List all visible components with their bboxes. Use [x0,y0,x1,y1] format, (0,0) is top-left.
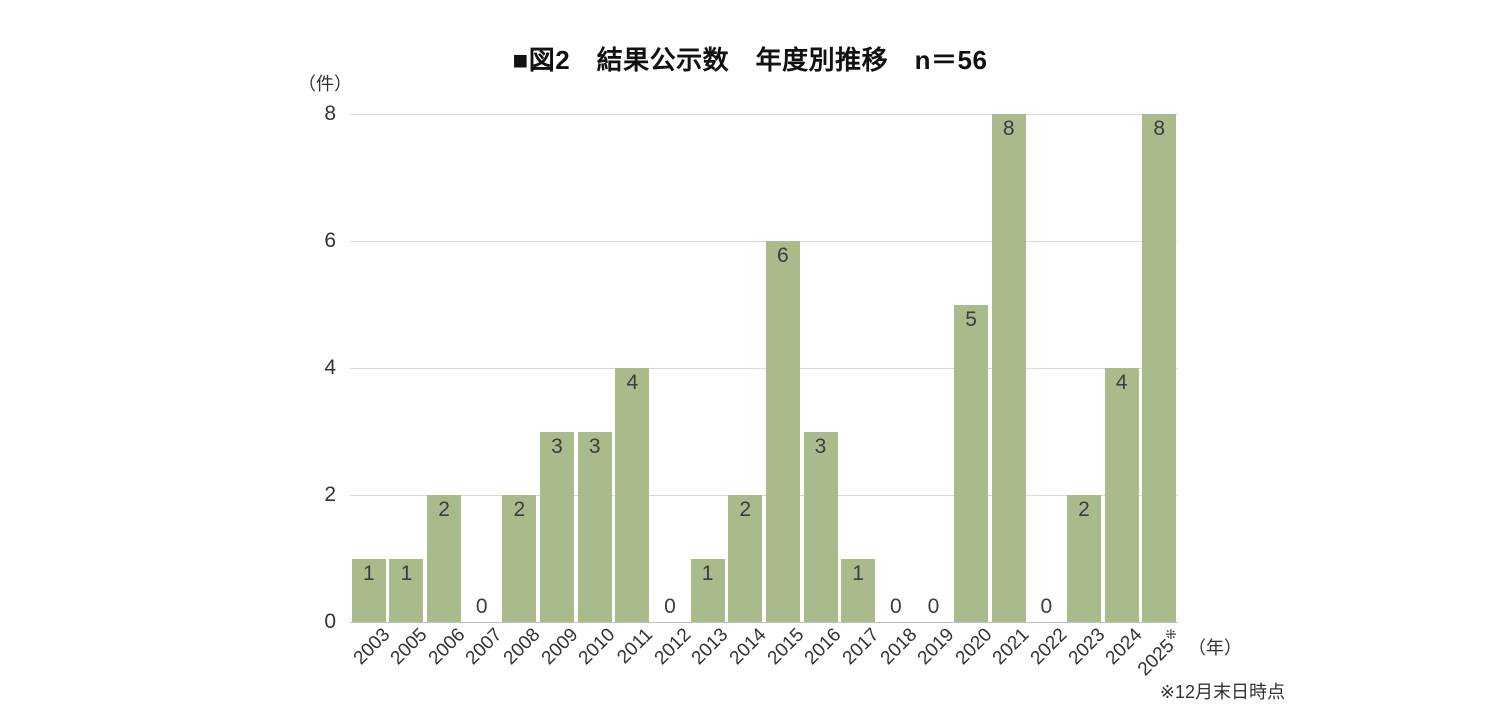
x-axis-label-text: 2008 [499,624,545,670]
asterisk-mark: ※ [1161,624,1181,644]
x-axis-label-text: 2007 [462,624,507,670]
x-axis-label-text: 2019 [913,624,959,670]
bar-2015 [765,241,800,622]
x-axis-label-text: 2022 [1026,624,1072,670]
footnote: ※12月末日時点 [1159,682,1285,702]
bar-value-label: 3 [551,434,563,458]
bar-slot-2024: 4 2024 [1102,114,1147,669]
bar-2003 [351,558,386,622]
bar-slot-2021: 8 2021 [989,114,1034,669]
bar-2013 [690,558,725,622]
bar-2006 [427,495,462,622]
bar-slot-2014: 2 2014 [726,114,770,669]
bar-value-label: 0 [889,594,902,618]
bar-slot-2005: 1 2005 [387,114,432,669]
x-axis-label-text: 2016 [800,624,846,670]
bar-slot-2009: 3 2009 [537,114,582,669]
bar-slot-2022: 0 2022 [1027,114,1072,669]
bar-value-label: 3 [814,434,827,458]
bar-value-label: 0 [475,594,488,618]
x-axis-label-text: 2018 [876,624,921,670]
gridline [350,495,1178,496]
gridline [350,241,1178,242]
bar-2016 [803,431,838,622]
x-axis-label-text: 2006 [424,624,470,670]
bar-slot-2023: 2 2023 [1064,114,1109,669]
x-axis-label-text: 2012 [650,624,696,670]
bar-slot-2020: 5 2020 [951,114,996,669]
bar-2011 [615,368,650,622]
x-axis-label-text: 2017 [838,624,884,670]
bar-slot-2019: 0 2019 [914,114,959,669]
x-axis-label-text: 2005 [386,624,432,670]
x-axis-label-text: 2010 [575,624,620,670]
x-axis-label-text: 2003 [349,624,394,670]
bar-2010 [577,431,612,622]
bar-slot-2006: 2 2006 [425,114,469,669]
bar-slot-2003: 1 2003 [349,114,394,669]
bar-slot-2013: 1 2013 [688,114,733,669]
bar-2008 [502,495,537,622]
bar-slot-2008: 2 2008 [500,114,545,669]
bar-value-label: 4 [1115,371,1128,394]
bar-slot-2010: 3 2010 [575,114,620,669]
y-axis-unit-label: （件） [298,74,352,94]
bar-value-label: 5 [965,307,977,331]
bar-2017 [841,558,876,622]
y-axis-tick-label: 4 [324,356,336,379]
bar-slot-2025: 8 2025※ [1134,114,1181,680]
x-axis-label-text: 2020 [951,624,997,670]
x-axis-label-text: 2013 [687,624,733,670]
bar-value-label: 3 [588,434,601,458]
x-axis-label-text: 2015 [763,624,809,670]
gridline [350,368,1178,369]
bar-slot-2015: 6 2015 [763,114,808,669]
bar-value-label: 0 [927,594,940,618]
bar-value-label: 1 [400,561,413,585]
x-axis-label-text: 2011 [613,624,658,669]
chart-title: ■図2 結果公示数 年度別推移 n＝56 [512,45,988,75]
bar-value-label: 8 [1002,117,1015,140]
x-axis-label-text: 2021 [989,624,1034,670]
y-axis-tick-label: 2 [324,483,336,506]
bar-value-label: 2 [739,498,752,521]
bar-value-label: 8 [1153,117,1166,140]
bar-value-label: 6 [777,244,789,267]
bar-2005 [389,558,424,622]
bar-value-label: 2 [1078,498,1090,521]
bar-slot-2017: 1 2017 [839,114,883,669]
bar-2009 [540,431,575,622]
bar-value-label: 1 [852,561,864,585]
x-axis-unit-label: （年） [1188,638,1242,658]
bar-2024 [1104,368,1139,622]
bar-slot-2012: 0 2012 [650,114,695,669]
bar-value-label: 2 [513,498,526,521]
gridline [350,114,1178,115]
bar-slot-2007: 0 2007 [462,114,507,669]
plot-area: 1 2003 1 2005 2 2006 0 2007 2 2008 3 2009 3 2010 4 2011… [349,114,1181,680]
bar-value-label: 1 [701,561,714,585]
x-axis-label-text: 2009 [537,624,583,670]
bar-2025 [1142,114,1177,622]
bar-value-label: 1 [362,561,375,585]
bar-slot-2016: 3 2016 [801,114,846,669]
bar-value-label: 0 [1040,594,1053,618]
y-axis-tick-label: 8 [324,102,336,125]
bar-value-label: 4 [626,371,639,394]
bar-value-label: 0 [664,594,676,618]
x-axis-label-text: 2023 [1064,624,1110,670]
y-axis-tick-label: 6 [324,229,336,252]
bar-value-label: 2 [438,498,450,521]
y-axis-tick-label: 0 [324,610,336,633]
bar-series: 1 2003 1 2005 2 2006 0 2007 2 2008 3 2009 3 2010 4 2011… [349,114,1181,680]
bar-2014 [728,495,763,622]
bar-2020 [954,304,989,622]
bar-slot-2018: 0 2018 [876,114,921,669]
bar-slot-2011: 4 2011 [613,114,657,668]
x-axis-label-text: 2014 [725,624,771,670]
bar-2023 [1066,495,1101,622]
bar-2021 [991,114,1026,622]
